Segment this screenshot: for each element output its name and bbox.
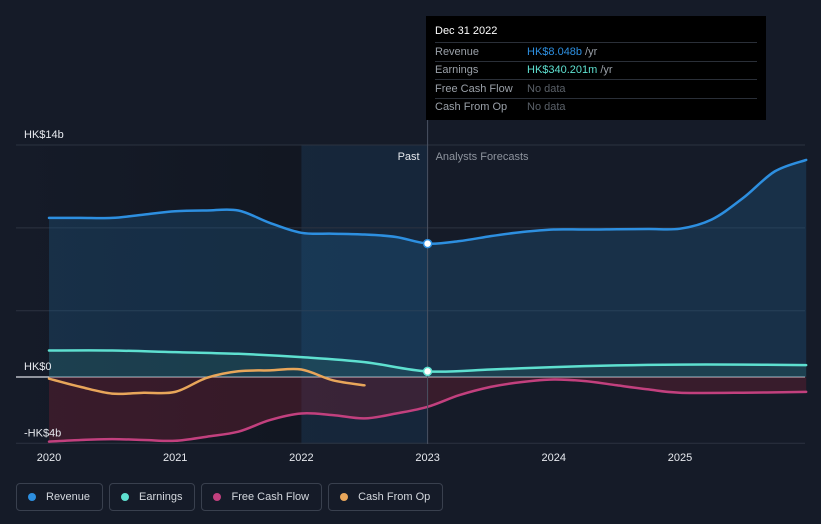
y-tick-label: HK$0	[24, 361, 52, 373]
free-cash-flow-area	[49, 377, 807, 442]
legend-item-cash-from-op[interactable]: Cash From Op	[328, 483, 444, 511]
tooltip-label: Free Cash Flow	[435, 82, 513, 95]
legend-dot-icon	[121, 493, 130, 501]
earnings-marker	[422, 366, 433, 377]
tooltip-value: No data	[527, 82, 566, 95]
legend-label: Cash From Op	[358, 491, 431, 503]
legend-dot-icon	[213, 493, 222, 501]
y-tick-label: HK$14b	[24, 129, 64, 141]
tooltip-row-revenue: Revenue HK$8.048b /yr	[435, 42, 757, 61]
x-tick-label: 2025	[668, 452, 692, 464]
free-cash-flow-line	[47, 378, 808, 443]
tooltip-label: Revenue	[435, 45, 480, 58]
legend-item-revenue[interactable]: Revenue	[16, 483, 104, 511]
legend-label: Revenue	[46, 491, 91, 503]
revenue-marker	[422, 238, 433, 249]
legend: Revenue Earnings Free Cash Flow Cash Fro…	[16, 483, 444, 511]
tooltip-row-cash-from-op: Cash From Op No data	[435, 97, 757, 117]
legend-label: Free Cash Flow	[231, 491, 310, 503]
tooltip-date: Dec 31 2022	[435, 25, 498, 37]
grid-lines	[16, 144, 805, 444]
cash-from-op-line	[47, 367, 366, 396]
x-tick-label: 2023	[415, 452, 439, 464]
past-label: Past	[398, 151, 420, 163]
x-tick-label: 2022	[289, 452, 313, 464]
x-axis-labels: 2020 2021 2022 2023 2024 2025	[37, 452, 692, 464]
y-tick-label: -HK$4b	[24, 427, 61, 439]
tooltip-value: HK$8.048b	[527, 45, 583, 58]
legend-dot-icon	[28, 493, 36, 501]
legend-dot-icon	[340, 493, 349, 501]
tooltip-label: Earnings	[435, 64, 479, 77]
tooltip-label: Cash From Op	[435, 101, 508, 114]
tooltip-value: No data	[527, 101, 566, 114]
highlight-band	[301, 145, 428, 444]
tooltip-unit: /yr	[585, 45, 598, 58]
tooltip-row-free-cash-flow: Free Cash Flow No data	[435, 79, 757, 98]
x-tick-label: 2024	[542, 452, 566, 464]
tooltip-markers	[422, 238, 433, 377]
tooltip-unit: /yr	[600, 64, 613, 77]
x-tick-label: 2021	[163, 452, 187, 464]
legend-label: Earnings	[139, 491, 183, 503]
legend-item-free-cash-flow[interactable]: Free Cash Flow	[201, 483, 323, 511]
forecast-label: Analysts Forecasts	[436, 151, 529, 163]
tooltip-value: HK$340.201m	[527, 64, 598, 77]
x-tick-label: 2020	[37, 452, 61, 464]
tooltip: Dec 31 2022 Revenue HK$8.048b /yr Earnin…	[426, 16, 766, 120]
y-axis-labels: HK$14b HK$0 -HK$4b	[24, 129, 64, 439]
tooltip-row-earnings: Earnings HK$340.201m /yr	[435, 60, 757, 80]
legend-item-earnings[interactable]: Earnings	[109, 483, 196, 511]
